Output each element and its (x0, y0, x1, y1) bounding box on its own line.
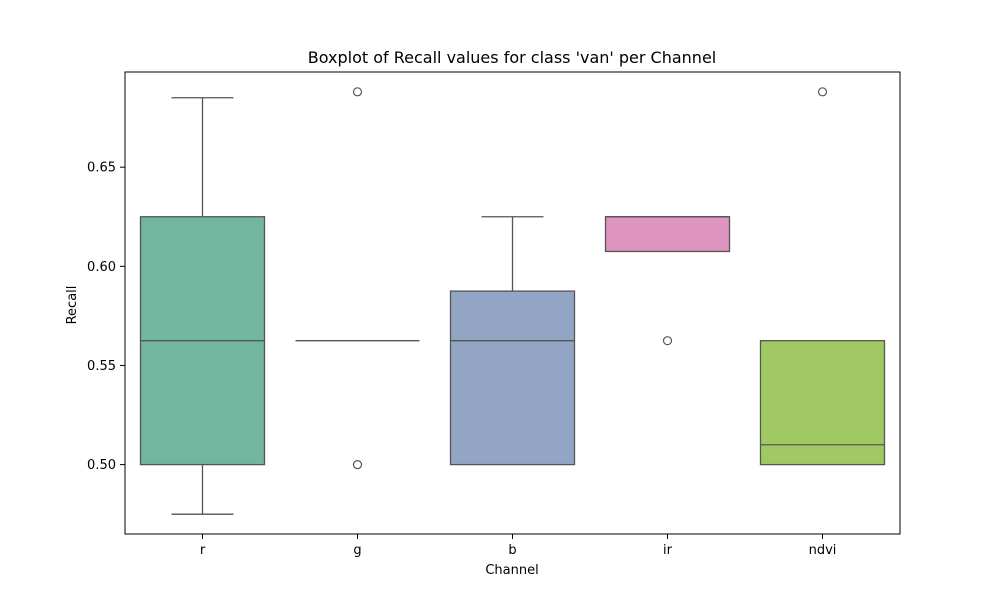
box-ndvi (759, 340, 886, 466)
box-group-b (449, 216, 576, 466)
box-group-g (295, 87, 420, 470)
y-axis-label: Recall (65, 286, 80, 325)
y-tick-label: 0.60 (87, 260, 116, 275)
x-tick-label: ir (663, 543, 673, 558)
x-tick-label: r (200, 543, 206, 558)
boxes-layer (139, 87, 886, 515)
box-b (449, 290, 576, 466)
y-axis: 0.50 0.55 0.60 0.65 (87, 161, 125, 473)
outlier-point (817, 87, 828, 97)
x-tick-label: g (353, 543, 361, 558)
y-tick-label: 0.65 (87, 161, 116, 176)
box-group-r (139, 97, 266, 515)
y-tick-label: 0.50 (87, 458, 116, 473)
box-group-ir (604, 216, 731, 346)
x-axis-label: Channel (485, 563, 538, 578)
chart-title: Boxplot of Recall values for class 'van'… (308, 48, 716, 67)
outlier-point (662, 336, 673, 346)
box-ir (604, 216, 731, 253)
x-tick-label: ndvi (809, 543, 837, 558)
x-tick-label: b (508, 543, 516, 558)
x-axis: r g b ir ndvi (200, 534, 837, 558)
y-tick-label: 0.55 (87, 359, 116, 374)
outlier-point (352, 87, 363, 97)
outlier-point (352, 460, 363, 470)
box-group-ndvi (759, 87, 886, 466)
